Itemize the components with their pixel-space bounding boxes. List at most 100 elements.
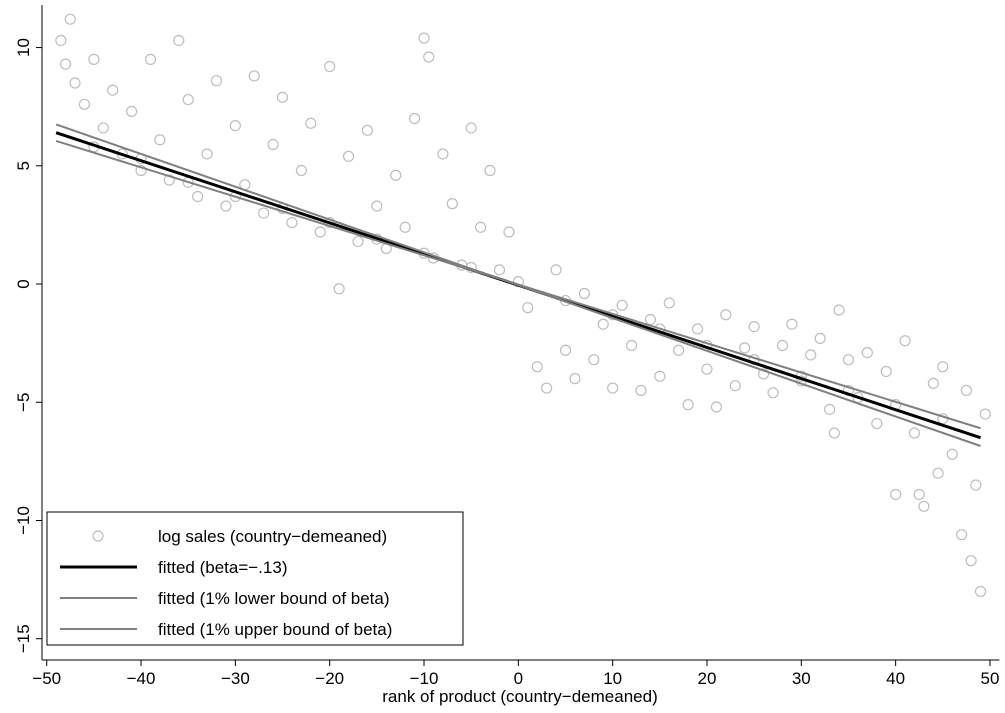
scatter-point: [352, 235, 364, 248]
scatter-point: [267, 138, 279, 151]
scatter-point: [475, 221, 487, 233]
legend: log sales (country−demeaned) fitted (beta…: [46, 511, 464, 646]
scatter-point: [55, 34, 67, 47]
scatter-point: [399, 221, 411, 233]
scatter-point: [276, 91, 289, 103]
scatter-point: [960, 384, 972, 397]
scatter-point: [654, 370, 666, 382]
scatter-point: [786, 318, 798, 330]
scatter-point: [814, 332, 826, 345]
scatter-point: [182, 93, 194, 106]
x-tick-label: 30: [792, 669, 811, 688]
scatter-point: [767, 387, 779, 399]
scatter-point: [201, 148, 213, 160]
legend-marker: [92, 530, 104, 542]
scatter-point: [342, 150, 355, 162]
scatter-point: [842, 354, 855, 366]
scatter-point: [932, 467, 944, 479]
scatter-point: [465, 122, 477, 134]
scatter-point: [757, 368, 770, 380]
scatter-point: [408, 112, 421, 125]
scatter-point: [691, 323, 704, 335]
scatter-point: [192, 190, 204, 203]
scatter-point: [559, 344, 572, 356]
scatter-point: [220, 200, 232, 212]
x-tick-label: −40: [127, 669, 156, 688]
scatter-point: [258, 207, 270, 219]
scatter-point: [588, 354, 600, 366]
legend-box: [46, 511, 464, 646]
y-tick-label: 0: [14, 279, 33, 288]
scatter-point: [739, 342, 751, 354]
y-tick-label: 5: [14, 161, 33, 170]
scatter-point: [880, 365, 892, 378]
legend-label: fitted (1% upper bound of beta): [158, 620, 392, 639]
x-tick-label: 40: [886, 669, 905, 688]
y-tick-label: 10: [14, 38, 33, 57]
scatter-point: [965, 555, 977, 567]
scatter-point: [371, 200, 383, 212]
legend-label: fitted (beta=−.13): [158, 558, 287, 577]
scatter-point: [597, 318, 609, 330]
scatter-point: [333, 283, 345, 295]
x-tick-label: 0: [514, 669, 523, 688]
scatter-point: [913, 488, 925, 501]
scatter-point: [418, 32, 430, 44]
scatter-point: [828, 427, 840, 439]
scatter-point: [126, 105, 138, 118]
y-tick-label: −15: [14, 624, 33, 653]
scatter-point: [423, 51, 435, 63]
scatter-point: [673, 344, 685, 356]
scatter-point: [644, 313, 656, 326]
scatter-point: [493, 264, 506, 276]
scatter-point: [484, 164, 496, 177]
scatter-point: [824, 403, 836, 415]
scatter-point: [173, 34, 185, 47]
scatter-point: [248, 70, 260, 82]
scatter-point: [503, 226, 515, 238]
scatter-point: [663, 297, 675, 309]
scatter-point: [625, 339, 638, 352]
scatter-point: [729, 380, 741, 392]
scatter-point: [956, 529, 968, 541]
scatter-point: [937, 361, 949, 373]
scatter-point: [295, 164, 307, 177]
x-tick-label: −30: [221, 669, 250, 688]
x-tick-label: −50: [32, 669, 61, 688]
scatter-point: [107, 84, 119, 96]
scatter-point: [522, 302, 534, 314]
scatter-point: [229, 119, 241, 132]
scatter-point: [927, 377, 939, 389]
x-tick-label: 20: [698, 669, 717, 688]
scatter-point: [899, 335, 911, 347]
scatter-point: [918, 500, 930, 512]
legend-label: log sales (country−demeaned): [158, 527, 387, 546]
scatter-point: [97, 122, 109, 134]
scatter-point: [635, 384, 647, 397]
scatter-point: [979, 408, 991, 420]
scatter-point: [390, 169, 402, 181]
scatter-point: [720, 309, 732, 321]
scatter-point: [541, 382, 553, 394]
scatter-point: [210, 75, 223, 87]
scatter-point: [437, 148, 449, 160]
scatter-point: [154, 134, 166, 146]
scatter-point: [970, 479, 982, 491]
y-tick-label: −10: [14, 506, 33, 535]
scatter-point: [908, 427, 921, 439]
scatter-point: [748, 320, 760, 333]
scatter-point: [305, 117, 317, 129]
scatter-point: [578, 287, 590, 300]
fit-line: [55, 140, 981, 430]
scatter-point: [64, 13, 76, 25]
scatter-point: [286, 216, 298, 229]
scatter-point: [144, 53, 157, 65]
x-tick-label: 50: [981, 669, 1000, 688]
scatter-point: [361, 124, 374, 136]
scatter-point: [833, 304, 845, 316]
scatter-point: [871, 417, 883, 430]
scatter-point: [569, 373, 581, 385]
scatter-point: [974, 585, 987, 598]
scatter-point: [135, 164, 147, 177]
